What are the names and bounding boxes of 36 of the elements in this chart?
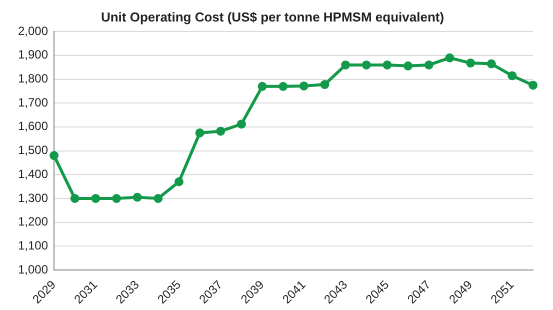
point	[195, 128, 204, 138]
point	[91, 194, 100, 203]
y-tick-label: 1,600	[18, 119, 48, 134]
point	[154, 194, 163, 203]
point	[362, 60, 371, 70]
y-tick-label: 1,400	[18, 166, 48, 181]
y-tick-label: 2,000	[18, 24, 48, 38]
point	[299, 81, 308, 90]
point	[112, 194, 122, 203]
point	[258, 82, 267, 91]
point	[341, 60, 350, 70]
y-tick-label: 1,900	[18, 48, 48, 62]
point	[466, 58, 476, 68]
chart-title: Unit Operating Cost (US$ per tonne HPMSM equivalent)	[100, 9, 444, 24]
y-tick-label: 1,500	[18, 143, 48, 158]
point	[486, 59, 496, 68]
point	[528, 80, 538, 90]
point	[424, 60, 434, 70]
point	[70, 194, 80, 203]
point	[174, 177, 184, 186]
y-tick-label: 1,200	[18, 214, 48, 229]
point	[132, 192, 142, 202]
point	[50, 151, 59, 160]
point	[216, 126, 226, 136]
y-tick-label: 1,700	[18, 95, 48, 110]
y-tick-label: 1,100	[18, 238, 48, 252]
point	[404, 61, 413, 70]
y-tick-label: 1,800	[18, 72, 48, 86]
point	[278, 82, 288, 91]
y-tick-label: 1,300	[18, 190, 48, 205]
point	[508, 71, 517, 80]
point	[445, 53, 454, 62]
y-tick-label: 1,000	[18, 262, 48, 276]
point	[382, 60, 392, 70]
point	[236, 120, 246, 129]
point	[320, 80, 330, 90]
